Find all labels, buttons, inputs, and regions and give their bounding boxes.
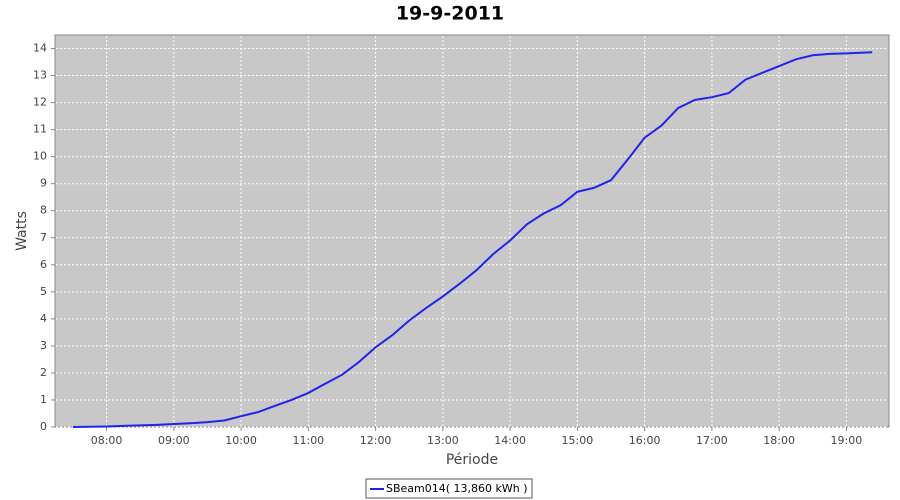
y-tick-label: 4: [40, 312, 47, 325]
x-axis-label: Période: [446, 452, 498, 468]
x-tick-label: 19:00: [831, 434, 863, 447]
y-tick-label: 12: [33, 96, 47, 109]
y-tick-label: 6: [40, 258, 47, 271]
series-line: [72, 51, 873, 428]
x-tick-label: 10:00: [225, 434, 257, 447]
chart-title: 19-9-2011: [396, 3, 504, 25]
y-tick-label: 2: [40, 366, 47, 379]
x-tick-label: 18:00: [763, 434, 795, 447]
y-tick-label: 5: [40, 285, 47, 298]
y-tick-label: 1: [40, 393, 47, 406]
y-tick-label: 8: [40, 204, 47, 217]
y-tick-label: 0: [40, 420, 47, 433]
y-axis-label: Watts: [14, 211, 30, 251]
x-tick-label: 12:00: [360, 434, 392, 447]
y-tick-label: 3: [40, 339, 47, 352]
plot-area: [54, 34, 890, 428]
y-tick-label: 13: [33, 69, 47, 82]
y-tick-label: 7: [40, 231, 47, 244]
x-tick-label: 08:00: [91, 434, 123, 447]
x-tick-label: 13:00: [427, 434, 459, 447]
y-tick-label: 9: [40, 177, 47, 190]
x-tick-label: 11:00: [292, 434, 324, 447]
legend-label: SBeam014( 13,860 kWh ): [386, 482, 528, 495]
y-tick-label: 11: [33, 123, 47, 136]
x-tick-label: 14:00: [494, 434, 526, 447]
x-tick-label: 17:00: [696, 434, 728, 447]
x-tick-label: 09:00: [158, 434, 190, 447]
y-tick-label: 10: [33, 150, 47, 163]
y-tick-label: 14: [33, 42, 47, 55]
legend: [365, 478, 533, 499]
x-tick-label: 15:00: [562, 434, 594, 447]
x-tick-label: 16:00: [629, 434, 661, 447]
